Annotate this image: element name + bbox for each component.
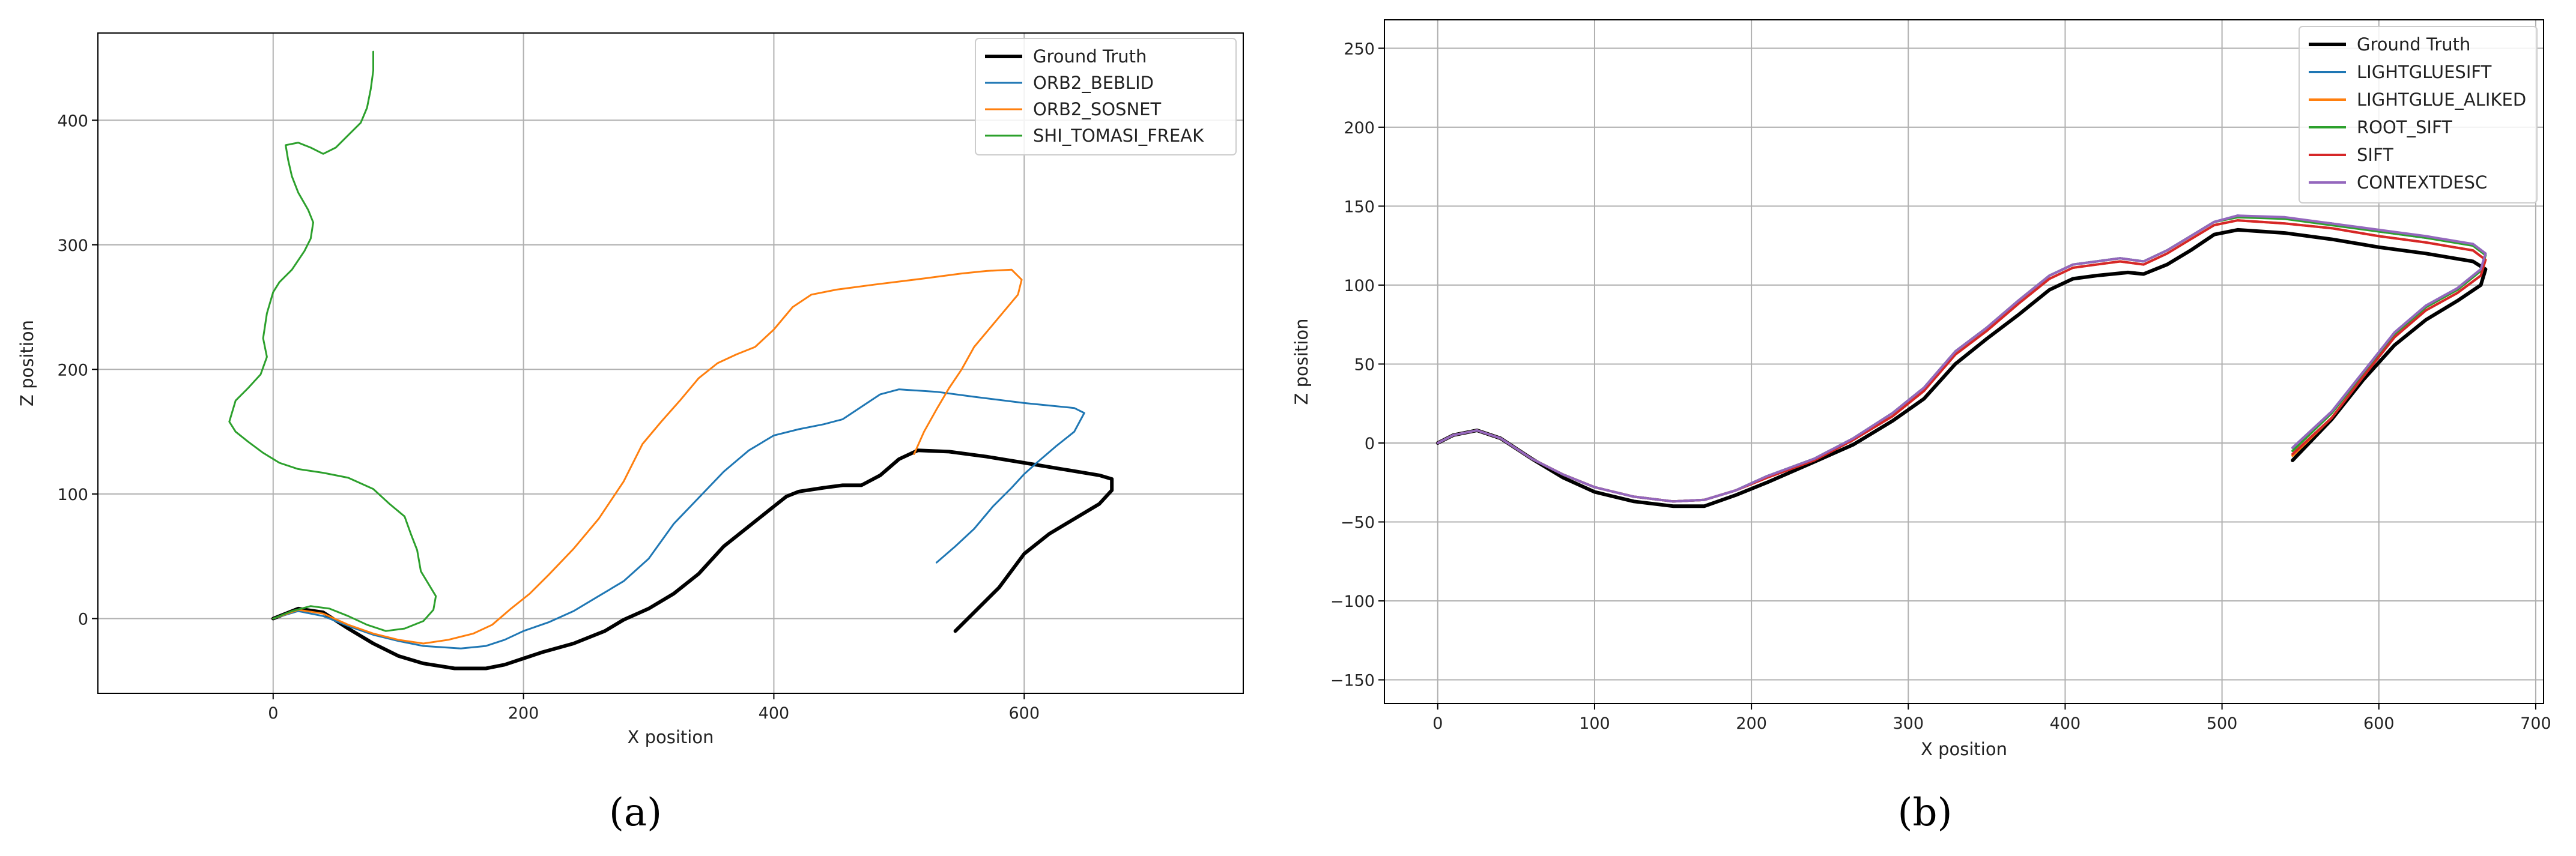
y-tick-label: 50: [1354, 355, 1375, 374]
subfigure-caption: (b): [1898, 791, 1953, 835]
y-axis-label: Z position: [1291, 319, 1312, 405]
y-tick-label: 100: [57, 486, 88, 504]
legend: Ground Truth ORB2_BEBLID ORB2_SOSNET SHI_TO…: [975, 38, 1237, 155]
legend-entry: CONTEXTDESC: [2357, 172, 2487, 193]
series-line-orb2-sosnet: [272, 268, 1023, 645]
x-tick-label: 100: [1579, 714, 1610, 733]
legend-box: [975, 38, 1237, 155]
legend-entry: ORB2_SOSNET: [1033, 99, 1161, 119]
legend-entry: SHI_TOMASI_FREAK: [1033, 125, 1204, 146]
series-line-shi-tomasi-freak: [228, 50, 437, 632]
subfigure-caption: (a): [609, 791, 662, 835]
x-axis-label: X position: [1921, 739, 2007, 759]
legend-entry: SIFT: [2357, 145, 2393, 165]
legend-entry: ROOT_SIFT: [2357, 117, 2452, 137]
x-tick-label: 700: [2520, 714, 2551, 733]
y-tick-label: 150: [1344, 197, 1375, 216]
legend-box: [2299, 26, 2538, 203]
y-axis-label: Z position: [17, 320, 37, 406]
x-tick-label: 400: [759, 704, 790, 723]
y-tick-label: −150: [1330, 672, 1375, 690]
y-tick-label: 400: [57, 112, 88, 130]
legend-entry: LIGHTGLUE_ALIKED: [2357, 89, 2526, 110]
legend-entry: LIGHTGLUESIFT: [2357, 62, 2492, 82]
x-tick-label: 400: [2050, 714, 2081, 733]
y-tick-label: 250: [1344, 40, 1375, 58]
y-tick-label: 100: [1344, 277, 1375, 295]
x-tick-label: 300: [1893, 714, 1924, 733]
x-tick-label: 600: [1008, 704, 1040, 723]
x-tick-label: 0: [268, 704, 278, 723]
x-tick-label: 200: [1736, 714, 1767, 733]
series-line-ground truth: [271, 448, 1114, 671]
plot-frame: [97, 32, 1244, 694]
chart-1: 0 100 200 300 400 500 600 700 −150 −100 −50 0 50 100 1…: [1291, 19, 2551, 835]
legend-entry: ORB2_BEBLID: [1033, 73, 1154, 93]
y-tick-label: 0: [1365, 435, 1375, 453]
series-group: [228, 50, 1114, 671]
series-group: [1435, 214, 2488, 508]
legend-entry: Ground Truth: [1033, 46, 1147, 67]
legend: Ground Truth LIGHTGLUESIFT LIGHTGLUE_ALIKE…: [2299, 26, 2538, 203]
x-axis-label: X position: [628, 727, 714, 747]
chart-0: 0 200 400 600 0 100 200 300 400 X position Z posit…: [17, 32, 1244, 835]
series-line-orb2-beblid: [272, 388, 1085, 650]
x-tick-label: 0: [1432, 714, 1443, 733]
y-tick-label: 200: [1344, 119, 1375, 137]
y-tick-label: −100: [1330, 592, 1375, 611]
x-tick-label: 200: [508, 704, 539, 723]
y-tick-label: 300: [57, 237, 88, 255]
plot-frame: [1384, 19, 2544, 704]
series-line-ground truth: [1435, 228, 2488, 508]
y-tick-label: −50: [1341, 513, 1375, 532]
legend-entry: Ground Truth: [2357, 34, 2470, 55]
series-line-contextdesc: [1436, 214, 2487, 503]
y-tick-label: 200: [57, 361, 88, 379]
y-tick-label: 0: [78, 610, 88, 628]
x-tick-label: 600: [2363, 714, 2395, 733]
x-tick-label: 500: [2207, 714, 2238, 733]
